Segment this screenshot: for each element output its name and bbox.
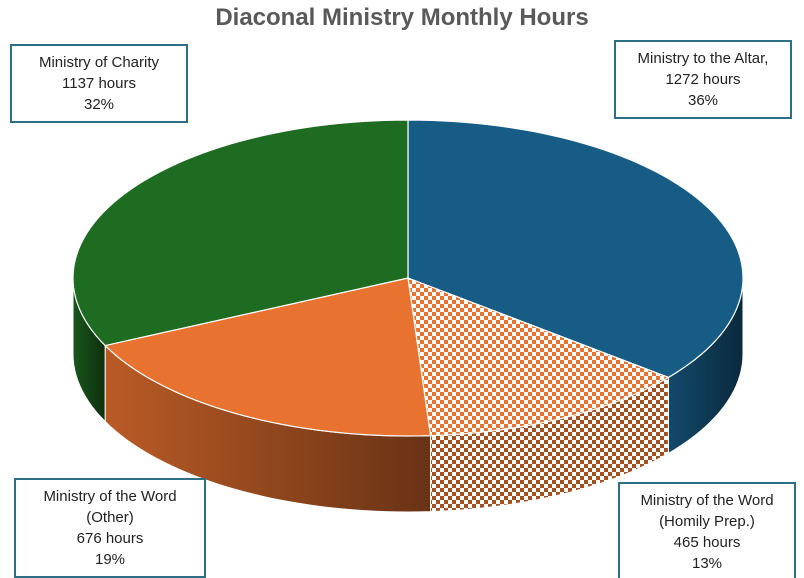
slice-top	[407, 277, 670, 437]
data-label: Ministry of the Word (Other) 676 hours 19%	[14, 478, 206, 578]
label-line: Ministry of Charity	[38, 54, 160, 71]
slice-top	[407, 119, 744, 379]
label-line: Ministry to the Altar,	[637, 50, 769, 67]
label-line: 32%	[83, 96, 115, 113]
data-label: Ministry to the Altar, 1272 hours 36%	[614, 40, 792, 119]
label-line: 676 hours	[76, 530, 144, 547]
data-label: Ministry of the Word (Homily Prep.) 465 h…	[618, 482, 796, 578]
label-line: 1137 hours	[62, 75, 136, 92]
label-line: 465 hours	[673, 534, 741, 551]
label-line: 1272 hours	[665, 71, 741, 88]
label-line: 36%	[687, 92, 719, 109]
label-line: 19%	[94, 551, 126, 568]
label-line: Ministry of the Word (Homily Prep.)	[640, 492, 774, 530]
slice-top	[72, 119, 409, 347]
slice-top	[103, 277, 432, 437]
chart-title: Diaconal Ministry Monthly Hours	[215, 4, 589, 31]
data-label: Ministry of Charity 1137 hours 32%	[10, 44, 188, 123]
label-line: Ministry of the Word (Other)	[43, 488, 177, 526]
label-line: 13%	[691, 555, 723, 572]
